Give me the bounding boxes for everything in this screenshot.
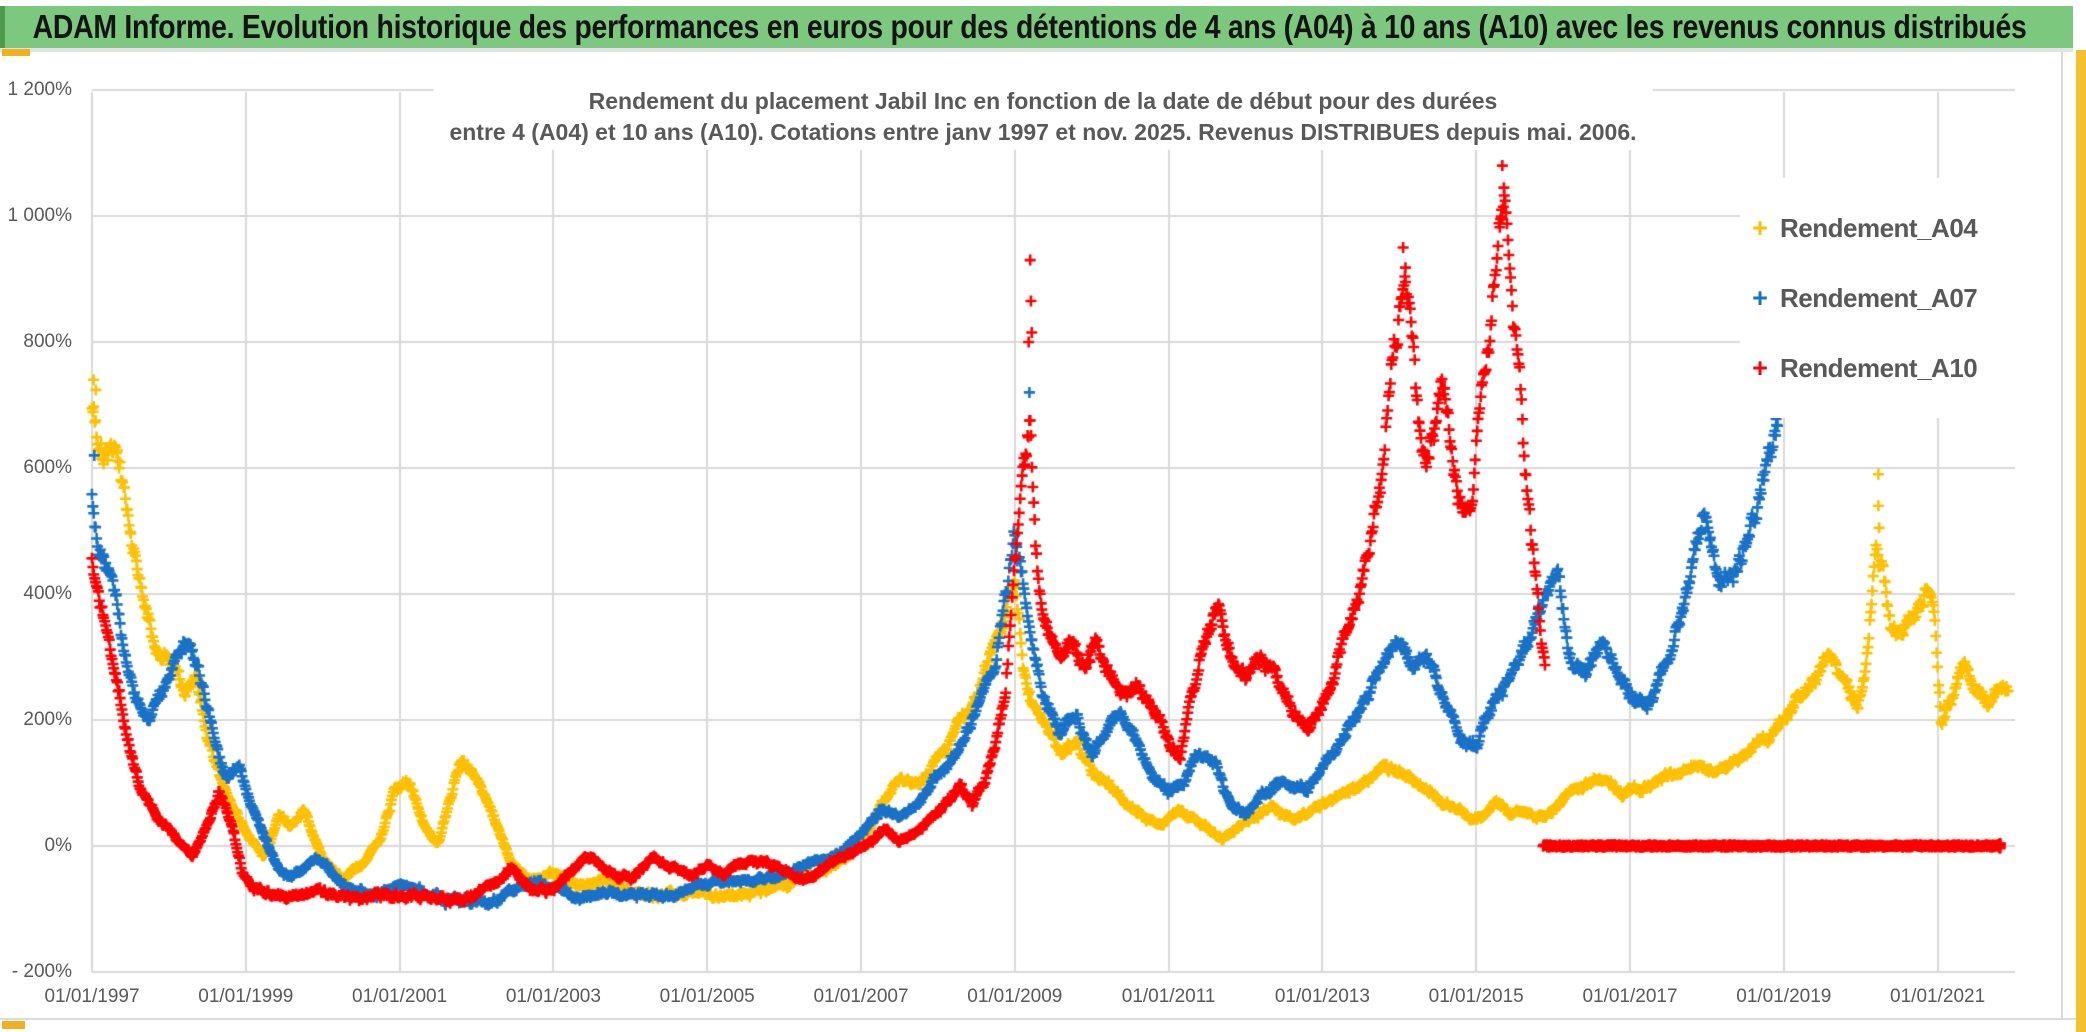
selected-column-strip (2076, 50, 2086, 1032)
y-tick-label: 1 200% (7, 79, 72, 100)
x-tick-label: 01/01/2001 (352, 986, 448, 1007)
legend-item-a10[interactable]: + Rendement_A10 (1740, 340, 2016, 396)
x-tick-label: 01/01/2013 (1274, 986, 1370, 1007)
legend-item-a04[interactable]: + Rendement_A04 (1740, 200, 2016, 256)
y-tick-label: 200% (23, 709, 72, 730)
x-tick-label: 01/01/2019 (1736, 986, 1832, 1007)
y-tick-label: 400% (23, 583, 72, 604)
x-tick-label: 01/01/1997 (44, 986, 140, 1007)
selection-handle-bottom-left (2, 1021, 25, 1029)
plus-marker-icon: + (1752, 352, 1768, 383)
x-tick-label: 01/01/2007 (813, 986, 909, 1007)
x-tick-label: 01/01/2005 (659, 986, 755, 1007)
x-tick-label: 01/01/2017 (1582, 986, 1678, 1007)
chart-title-line2: entre 4 (A04) et 10 ans (A10). Cotations… (449, 119, 1637, 145)
x-tick-label: 01/01/2015 (1428, 986, 1524, 1007)
x-tick-label: 01/01/2003 (505, 986, 601, 1007)
legend-label: Rendement_A10 (1780, 352, 1978, 383)
x-tick-label: 01/01/1999 (198, 986, 294, 1007)
y-tick-label: - 200% (11, 961, 72, 982)
chart-title-line1: Rendement du placement Jabil Inc en fonc… (588, 88, 1498, 114)
plus-marker-icon: + (1752, 212, 1768, 243)
bottom-gridline (0, 1018, 2086, 1020)
y-tick-label: 600% (23, 457, 72, 478)
legend: + Rendement_A04 + Rendement_A07 + Rendem… (1740, 178, 2016, 418)
x-tick-label: 01/01/2011 (1121, 986, 1216, 1007)
legend-label: Rendement_A04 (1780, 212, 1978, 243)
legend-item-a07[interactable]: + Rendement_A07 (1740, 270, 2016, 326)
x-tick-label: 01/01/2021 (1890, 986, 1986, 1007)
legend-label: Rendement_A07 (1780, 282, 1978, 313)
y-tick-label: 800% (23, 331, 72, 352)
chart-title: Rendement du placement Jabil Inc en fonc… (433, 84, 1653, 150)
y-tick-label: 0% (44, 835, 72, 856)
chart-object-right-border (2061, 52, 2063, 1018)
y-tick-label: 1 000% (7, 205, 72, 226)
x-tick-label: 01/01/2009 (967, 986, 1063, 1007)
plus-marker-icon: + (1752, 282, 1768, 313)
